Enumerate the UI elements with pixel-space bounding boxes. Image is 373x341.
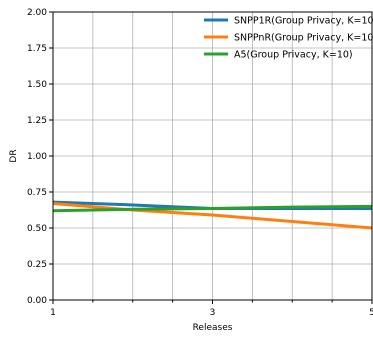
y-tick-label: 1.50 <box>27 80 47 90</box>
y-tick-label: 0.25 <box>27 260 47 270</box>
x-tick-label: 3 <box>210 308 216 318</box>
x-tick-label: 1 <box>50 308 56 318</box>
legend-label: SNPPnR(Group Privacy, K=10) <box>234 33 373 44</box>
y-tick-label: 0.00 <box>27 296 47 306</box>
y-tick-label: 0.75 <box>27 188 47 198</box>
legend: SNPP1R(Group Privacy, K=10) SNPPnR(Group … <box>204 16 373 61</box>
y-tick-label: 1.25 <box>27 116 47 126</box>
legend-label: SNPP1R(Group Privacy, K=10) <box>234 16 373 27</box>
y-tick-label: 1.00 <box>27 152 47 162</box>
y-axis-label: DR <box>9 149 19 162</box>
x-axis-label: Releases <box>193 323 233 333</box>
x-tick-label: 5 <box>369 308 373 318</box>
y-tick-label: 1.75 <box>27 44 47 54</box>
y-tick-label: 2.00 <box>27 8 47 18</box>
y-tick-label: 0.50 <box>27 224 47 234</box>
legend-label: A5(Group Privacy, K=10) <box>234 50 353 61</box>
